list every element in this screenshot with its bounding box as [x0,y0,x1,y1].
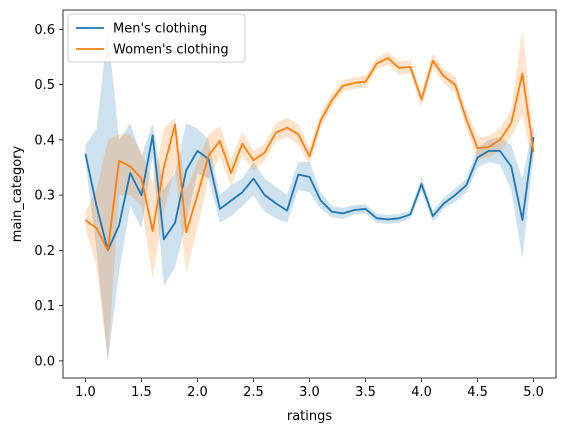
legend-label-women-s-clothing: Women's clothing [113,43,229,58]
legend-box [67,13,246,63]
women-s-clothing-confidence-band [85,29,534,361]
y-tick-label: 0.4 [34,133,55,148]
x-tick-label: 3.5 [355,385,376,400]
legend-label-men-s-clothing: Men's clothing [113,22,207,37]
confidence-bands [85,29,534,361]
x-tick-label: 3.0 [299,385,320,400]
women-s-clothing-line [84,57,535,252]
x-tick-label: 1.5 [131,385,152,400]
x-tick-label: 1.0 [75,385,96,400]
y-tick-label: 0.6 [34,23,55,38]
x-axis-title: ratings [287,409,333,424]
men-s-clothing-confidence-band [85,29,534,361]
y-tick-label: 0.5 [34,78,55,93]
y-tick-label: 0.2 [34,244,55,259]
y-tick-label: 0.1 [34,299,55,314]
x-tick-label: 5.0 [523,385,544,400]
x-tick-label: 2.0 [187,385,208,400]
y-axis-title: main_category [10,145,25,242]
x-tick-label: 4.5 [467,385,488,400]
y-tick-label: 0.0 [34,354,55,369]
legend: Men's clothing Women's clothing [67,13,246,63]
y-tick-label: 0.3 [34,189,55,204]
y-axis-ticks: 0.0 0.1 0.2 0.3 0.4 0.5 0.6 [34,23,63,369]
x-axis-ticks: 1.0 1.5 2.0 2.5 3.0 3.5 4.0 4.5 5.0 [75,378,544,400]
men-s-clothing-line [84,134,535,252]
x-tick-label: 2.5 [243,385,264,400]
x-tick-label: 4.0 [411,385,432,400]
series-lines [84,57,535,252]
